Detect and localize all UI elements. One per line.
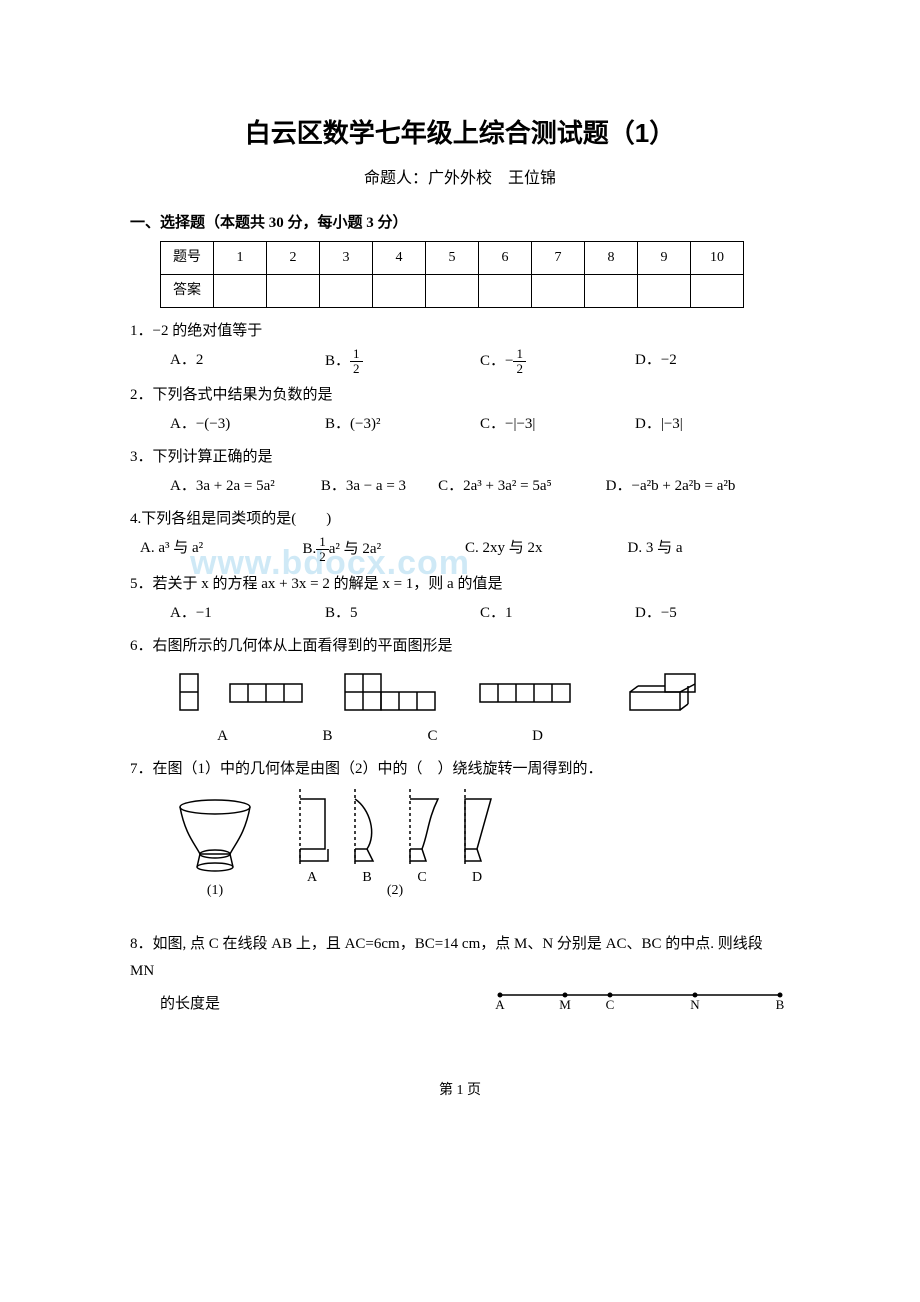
page-title: 白云区数学七年级上综合测试题（1） — [130, 110, 790, 157]
question-1-options: A．2 B．12 C．−12 D．−2 — [170, 347, 790, 377]
svg-text:C: C — [417, 870, 426, 885]
svg-text:B: B — [362, 870, 371, 885]
opt-a: A．−1 — [170, 600, 325, 627]
page-footer: 第 1 页 — [130, 1078, 790, 1103]
question-3-options: A．3a + 2a = 5a² B．3a − a = 3 C．2a³ + 3a²… — [170, 473, 790, 500]
q7-label-2: (2) — [387, 883, 404, 898]
svg-text:B: B — [776, 997, 785, 1011]
opt-d: D. 3 与 a — [628, 535, 791, 565]
opt-c: C．2a³ + 3a² = 5a⁵ — [438, 473, 606, 500]
question-6-figures — [170, 666, 790, 721]
question-5: 5．若关于 x 的方程 ax + 3x = 2 的解是 x = 1，则 a 的值… — [130, 571, 790, 598]
grid-col: 2 — [267, 241, 320, 274]
grid-header-label: 题号 — [161, 241, 214, 274]
opt-d: D．|−3| — [635, 411, 790, 438]
question-6: 6．右图所示的几何体从上面看得到的平面图形是 — [130, 633, 790, 660]
question-8-cont: 的长度是 AMCNB — [160, 991, 790, 1018]
svg-text:D: D — [472, 870, 482, 885]
svg-text:A: A — [307, 870, 318, 885]
opt-a: A．3a + 2a = 5a² — [170, 473, 321, 500]
svg-text:N: N — [690, 997, 700, 1011]
line-segment-icon: AMCNB — [490, 987, 790, 1011]
opt-b: B．(−3)² — [325, 411, 480, 438]
grid-col: 9 — [638, 241, 691, 274]
q8-line-figure: AMCNB — [490, 987, 790, 1011]
q7-shapes-icon: A B C D (1) (2) — [170, 789, 510, 899]
grid-col: 8 — [585, 241, 638, 274]
question-7: 7．在图（1）中的几何体是由图（2）中的（ ）绕线旋转一周得到的． — [130, 756, 790, 783]
question-5-options: A．−1 B．5 C．1 D．−5 — [170, 600, 790, 627]
grid-col: 7 — [532, 241, 585, 274]
grid-col: 10 — [691, 241, 744, 274]
question-1: 1．−2 的绝对值等于 — [130, 318, 790, 345]
opt-d: D．−2 — [635, 347, 790, 377]
question-7-figures: A B C D (1) (2) — [170, 789, 790, 899]
opt-a: A．2 — [170, 347, 325, 377]
question-4: 4.下列各组是同类项的是( ) — [130, 506, 790, 533]
opt-b: B．12 — [325, 347, 480, 377]
opt-c: C．−12 — [480, 347, 635, 377]
question-6-labels: ABCD — [170, 723, 590, 750]
question-2-options: A．−(−3) B．(−3)² C．−|−3| D．|−3| — [170, 411, 790, 438]
question-8: 8．如图, 点 C 在线段 AB 上，且 AC=6cm，BC=14 cm，点 M… — [130, 931, 790, 985]
question-4-options: www.bdocx.com A. a³ 与 a² B.12a² 与 2a² C.… — [140, 535, 790, 565]
opt-b: B．3a − a = 3 — [321, 473, 438, 500]
answer-grid: 题号 1 2 3 4 5 6 7 8 9 10 答案 — [160, 241, 744, 308]
grid-col: 4 — [373, 241, 426, 274]
opt-d: D．−5 — [635, 600, 790, 627]
opt-c: C．−|−3| — [480, 411, 635, 438]
grid-answer-label: 答案 — [161, 274, 214, 307]
grid-col: 1 — [214, 241, 267, 274]
q7-label-1: (1) — [207, 883, 224, 898]
svg-text:A: A — [495, 997, 505, 1011]
subtitle: 命题人：广外外校 王位锦 — [130, 165, 790, 194]
svg-text:M: M — [559, 997, 571, 1011]
section-1-title: 一、选择题（本题共 30 分，每小题 3 分） — [130, 210, 790, 237]
question-3: 3．下列计算正确的是 — [130, 444, 790, 471]
q6-shapes-icon — [170, 666, 730, 721]
opt-b: B.12a² 与 2a² — [303, 535, 466, 565]
opt-b: B．5 — [325, 600, 480, 627]
opt-a: A. a³ 与 a² — [140, 535, 303, 565]
grid-col: 6 — [479, 241, 532, 274]
opt-a: A．−(−3) — [170, 411, 325, 438]
svg-text:C: C — [606, 997, 615, 1011]
question-2: 2．下列各式中结果为负数的是 — [130, 382, 790, 409]
grid-col: 3 — [320, 241, 373, 274]
grid-col: 5 — [426, 241, 479, 274]
opt-c: C．1 — [480, 600, 635, 627]
opt-d: D．−a²b + 2a²b = a²b — [606, 473, 790, 500]
opt-c: C. 2xy 与 2x — [465, 535, 628, 565]
